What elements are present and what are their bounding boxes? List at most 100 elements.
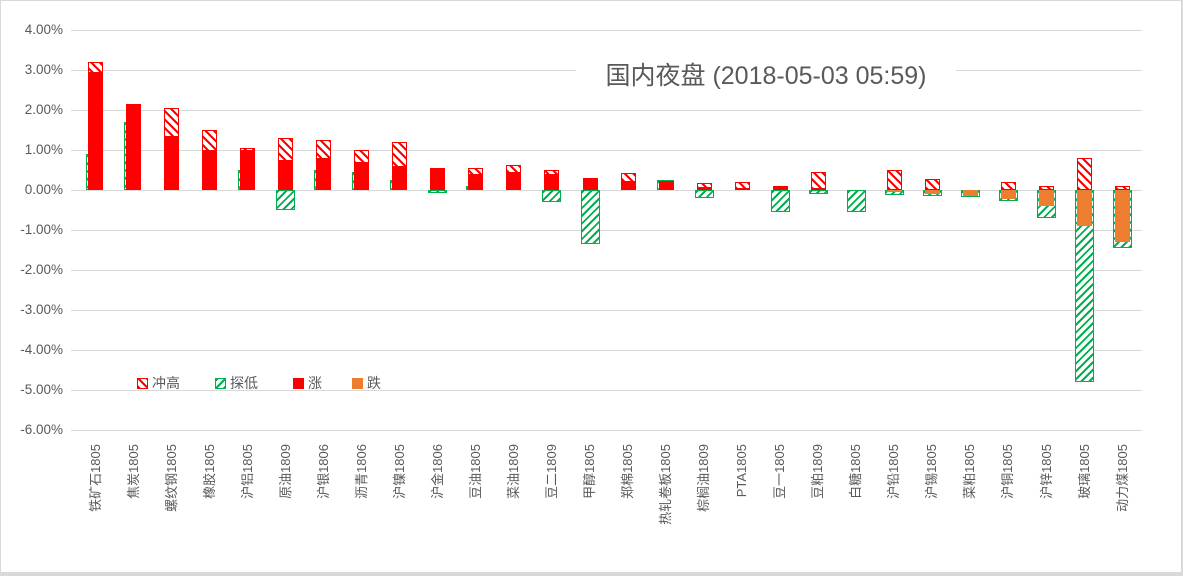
x-axis-category-label: 菜油1809	[505, 444, 521, 499]
gridline	[71, 150, 1142, 151]
legend-label: 涨	[308, 375, 322, 391]
x-axis-category-label: 豆油1805	[467, 444, 483, 499]
legend-label: 冲高	[152, 375, 180, 391]
bar-close-down-segment	[1000, 190, 1016, 199]
bar-close-up-segment	[354, 162, 370, 190]
bar-close-up-segment	[582, 178, 598, 190]
gridline	[71, 190, 1142, 191]
bar-close-down-segment	[1115, 190, 1131, 242]
legend-label: 跌	[367, 375, 381, 391]
bar-close-up-segment	[88, 72, 103, 190]
y-axis-tick-label: -6.00%	[20, 422, 63, 437]
x-axis-category-label: 沪锡1805	[924, 444, 940, 499]
y-axis-tick-label: -1.00%	[20, 222, 63, 237]
y-axis-tick-label: 2.00%	[24, 102, 63, 117]
y-axis-tick-label: -4.00%	[20, 342, 63, 357]
bar-low-segment	[276, 190, 296, 210]
legend-item-hatch-green: 探低	[215, 375, 258, 391]
x-axis-category-label: 沪铅1805	[886, 444, 902, 499]
legend-swatch-solid-orange	[352, 377, 363, 389]
x-axis-category-label: 豆二1809	[543, 444, 559, 499]
bar-close-up-segment	[240, 150, 256, 190]
x-axis-category-label: 铁矿石1805	[87, 444, 103, 512]
bar-low-segment	[542, 190, 562, 202]
gridline	[71, 390, 1142, 391]
x-axis-category-label: 沪锌1805	[1038, 444, 1054, 499]
bar-close-down-segment	[962, 190, 978, 196]
bar-high-segment	[1077, 158, 1093, 190]
bar-low-segment	[428, 190, 448, 194]
y-axis-tick-label: -3.00%	[20, 302, 63, 317]
x-axis-category-label: PTA1805	[734, 444, 750, 498]
bar-close-up-segment	[202, 150, 218, 190]
x-axis-category-label: 玻璃1805	[1076, 444, 1092, 499]
x-axis-category-label: 沥青1806	[353, 444, 369, 499]
x-axis-category-label: 螺纹钢1805	[163, 444, 179, 512]
bar-low-segment	[580, 190, 600, 244]
bar-close-up-segment	[772, 186, 788, 190]
bar-close-up-segment	[658, 180, 674, 190]
bar-close-up-segment	[544, 174, 560, 190]
y-axis-tick-label: 4.00%	[24, 22, 63, 37]
bar-close-up-segment	[810, 188, 826, 190]
legend-label: 探低	[230, 375, 258, 391]
bar-close-down-segment	[924, 190, 940, 194]
legend-swatch-solid-red	[293, 377, 304, 389]
x-axis-category-label: 橡胶1805	[201, 444, 217, 499]
x-axis-category-label: 动力煤1805	[1114, 444, 1130, 512]
bar-high-segment	[886, 170, 902, 190]
x-axis-category-label: 沪银1806	[315, 444, 331, 499]
legend-item-hatch-red: 冲高	[137, 375, 180, 391]
gridline	[71, 310, 1142, 311]
x-axis-category-label: 菜粕1805	[962, 444, 978, 499]
bar-high-segment	[1115, 186, 1131, 190]
y-axis-tick-label: 3.00%	[24, 62, 63, 77]
legend-item-solid-red: 涨	[293, 375, 322, 391]
x-axis-category-label: 沪镍1805	[391, 444, 407, 499]
x-axis-category-label: 豆一1805	[772, 444, 788, 499]
x-axis-category-label: 热轧卷板1805	[658, 444, 674, 525]
chart-title: 国内夜盘 (2018-05-03 05:59)	[576, 55, 956, 97]
gridline	[71, 110, 1142, 111]
x-axis-category-label: 白糖1805	[848, 444, 864, 499]
bar-close-up-segment	[506, 172, 522, 190]
bar-close-down-segment	[1077, 190, 1093, 226]
bar-close-up-segment	[620, 181, 636, 190]
y-axis-tick-label: -2.00%	[20, 262, 63, 277]
x-axis-category-label: 沪金1806	[429, 444, 445, 499]
bar-close-up-segment	[278, 160, 294, 190]
bar-close-up-segment	[734, 188, 750, 190]
gridline	[71, 30, 1142, 31]
gridline	[71, 230, 1142, 231]
bar-close-up-segment	[430, 168, 446, 190]
bar-low-segment	[846, 190, 866, 212]
legend-swatch-hatch-red	[137, 377, 148, 389]
bar-low-segment	[808, 190, 828, 194]
y-axis-tick-label: 0.00%	[24, 182, 63, 197]
bar-low-segment	[694, 190, 714, 198]
x-axis-category-label: 郑棉1805	[620, 444, 636, 499]
bar-close-down-segment	[1039, 190, 1054, 206]
bar-close-up-segment	[468, 174, 484, 190]
x-axis-category-label: 沪铝1805	[239, 444, 255, 499]
x-axis-category-label: 甲醇1805	[582, 444, 598, 499]
bar-close-up-segment	[696, 186, 712, 190]
gridline	[71, 270, 1142, 271]
x-axis-category-label: 原油1809	[277, 444, 293, 499]
gridline	[71, 430, 1142, 431]
bar-low-segment	[770, 190, 790, 212]
x-axis-category-label: 沪铜1805	[1000, 444, 1016, 499]
x-axis-category-label: 豆粕1809	[810, 444, 826, 499]
bar-close-up-segment	[392, 166, 408, 190]
legend-item-solid-orange: 跌	[352, 375, 381, 391]
y-axis-tick-label: 1.00%	[24, 142, 63, 157]
gridline	[71, 350, 1142, 351]
x-axis-category-label: 焦炭1805	[125, 444, 141, 499]
bar-high-segment	[1000, 182, 1016, 190]
bar-high-segment	[924, 178, 940, 190]
bar-close-down-segment	[886, 190, 902, 192]
x-axis-category-label: 棕榈油1809	[696, 444, 712, 512]
legend-swatch-hatch-green	[215, 377, 226, 389]
bar-close-up-segment	[164, 136, 180, 190]
